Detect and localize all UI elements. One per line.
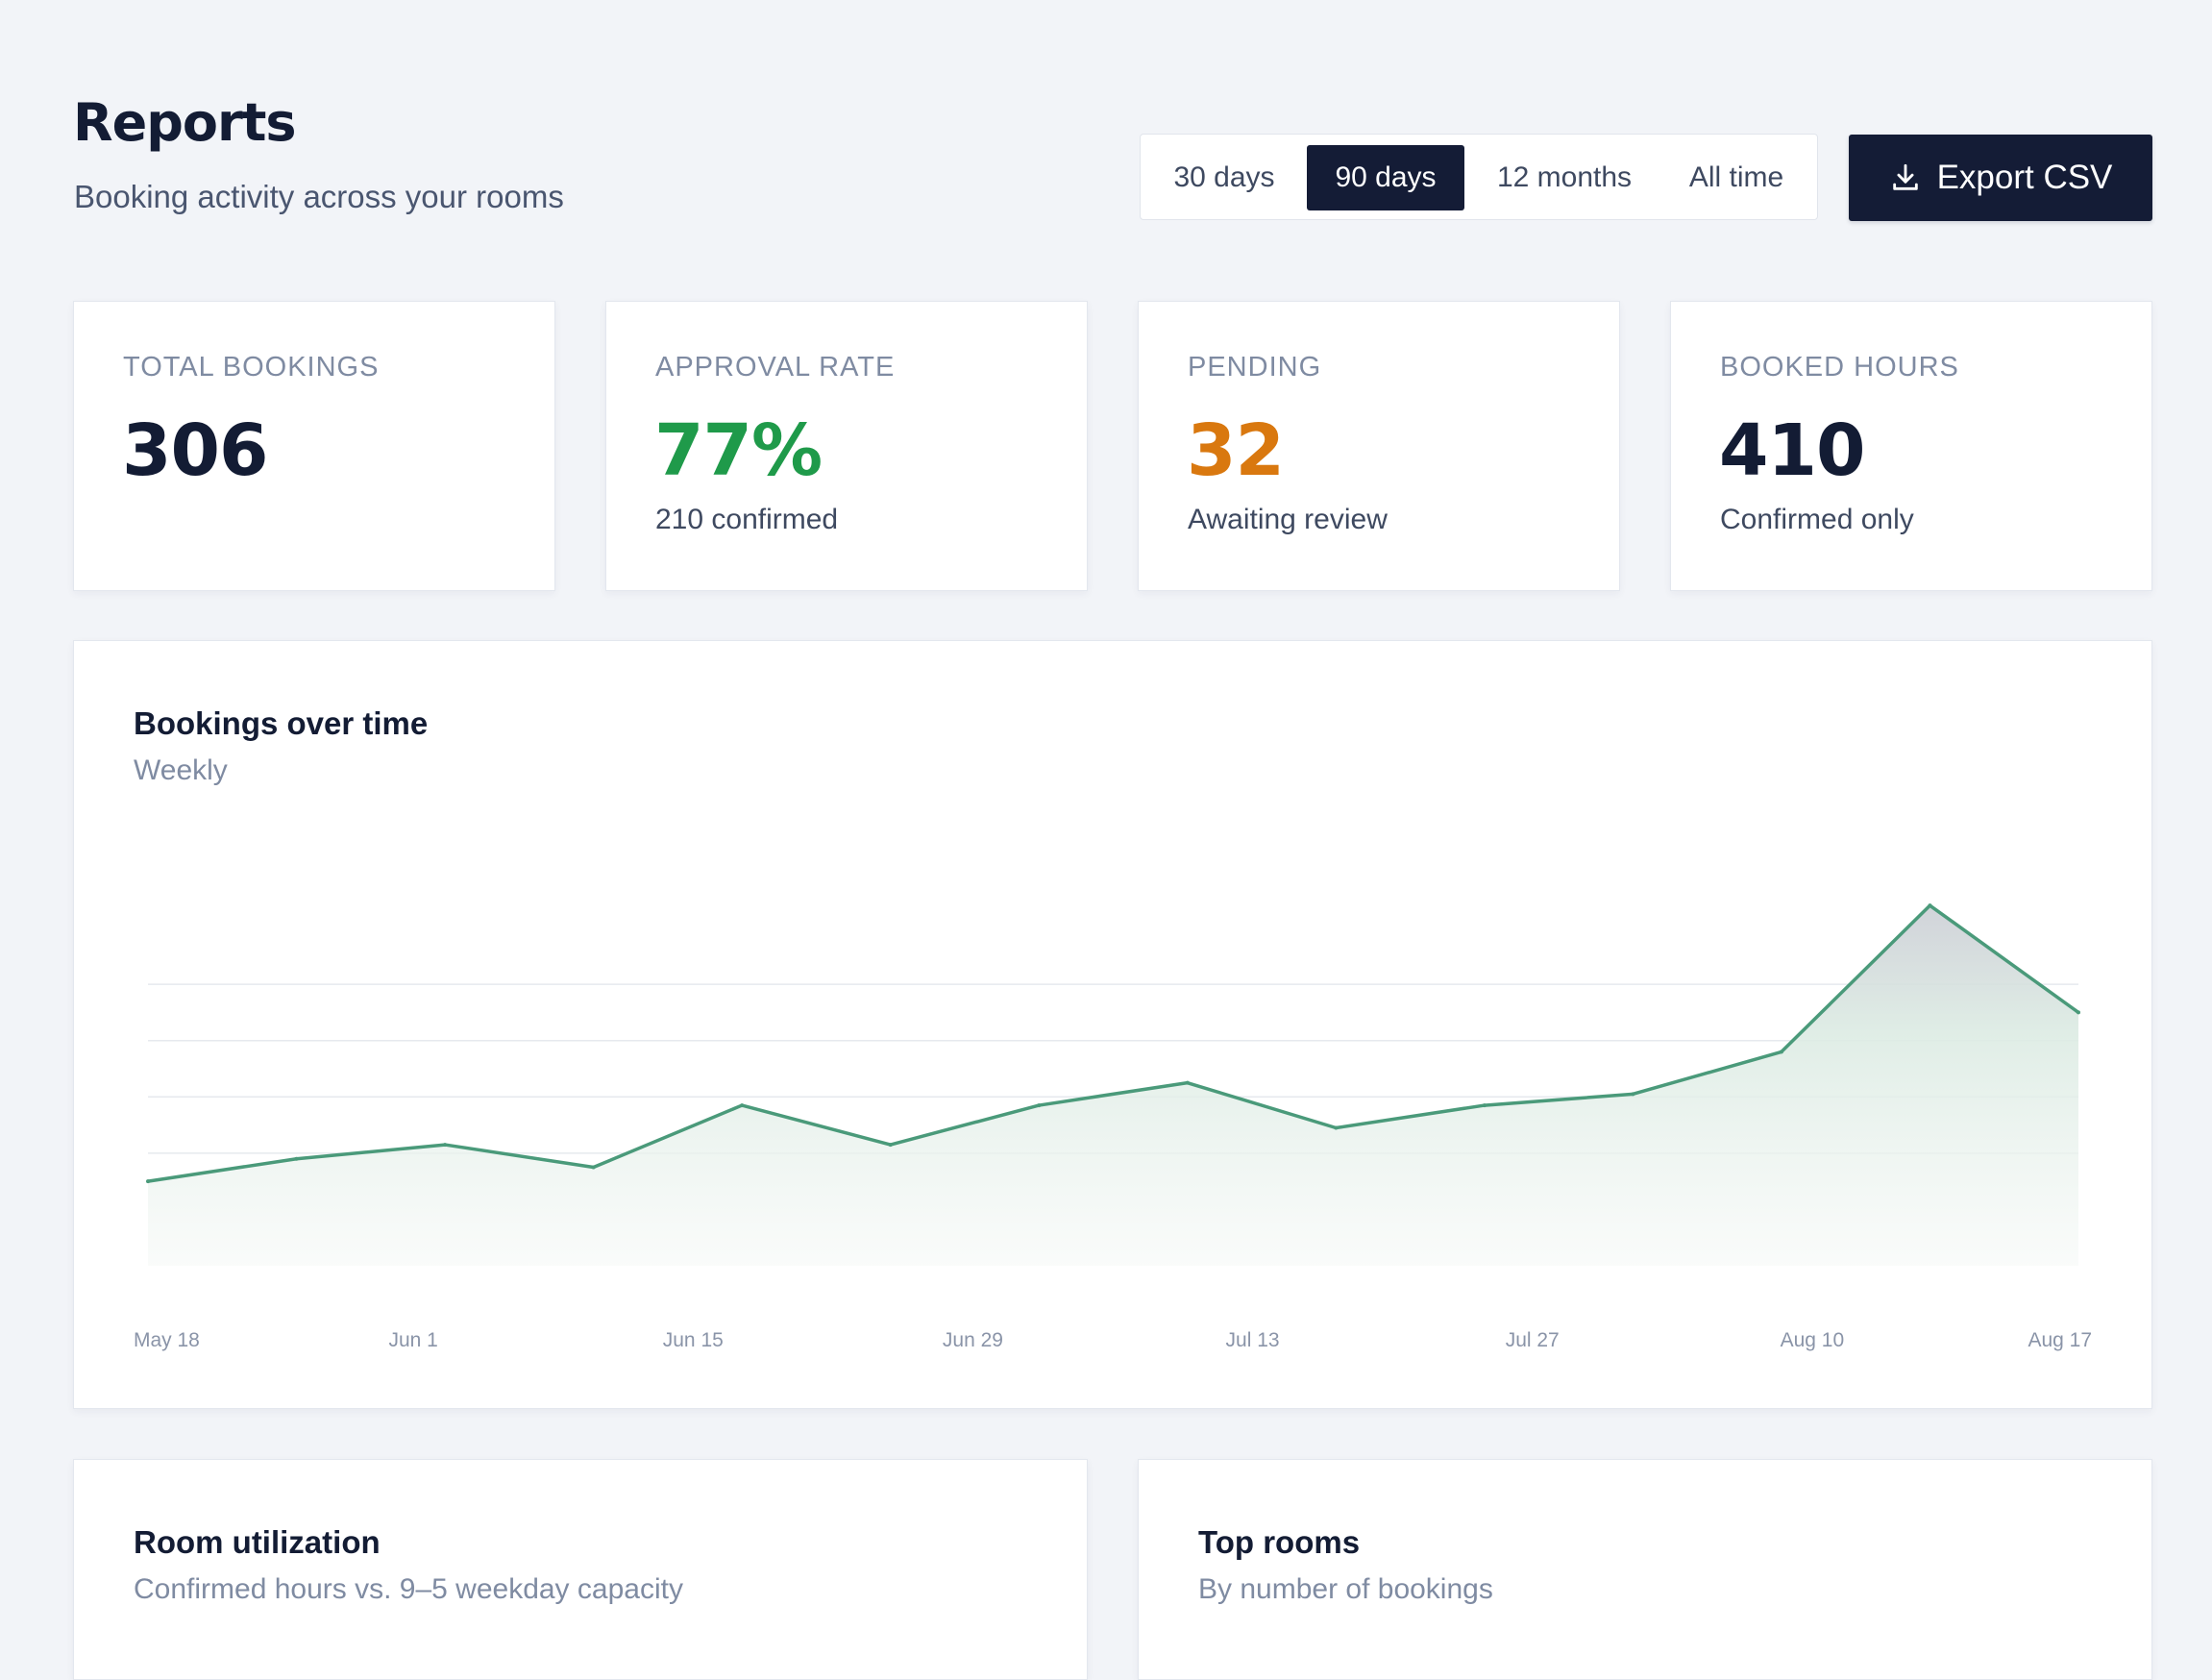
- date-range-selector: 30 days 90 days 12 months All time: [1140, 134, 1818, 220]
- range-90-days-button[interactable]: 90 days: [1307, 145, 1464, 210]
- x-axis-tick-label: Jun 15: [663, 1329, 724, 1351]
- stat-note: Awaiting review: [1188, 504, 1388, 535]
- chart-data-point: [1631, 1092, 1635, 1097]
- export-csv-button[interactable]: Export CSV: [1849, 135, 2152, 221]
- stat-label: TOTAL BOOKINGS: [123, 352, 380, 383]
- export-csv-label: Export CSV: [1936, 159, 2113, 196]
- stat-card-total-bookings: TOTAL BOOKINGS 306: [73, 301, 555, 591]
- stat-note: 210 confirmed: [655, 504, 839, 535]
- chart-data-point: [1779, 1050, 1783, 1054]
- chart-title: Bookings over time: [134, 705, 429, 741]
- top-rooms-card: Top rooms By number of bookings: [1138, 1459, 2152, 1680]
- stat-card-booked-hours: BOOKED HOURS 410 Confirmed only: [1670, 301, 2152, 591]
- chart-series-line: [147, 903, 2080, 1183]
- stat-label: APPROVAL RATE: [655, 352, 896, 383]
- page-title: Reports: [73, 92, 297, 153]
- x-axis-tick-label: Aug 17: [2028, 1329, 2092, 1351]
- chart-data-point: [1334, 1125, 1339, 1130]
- bookings-chart: May 18 Jun 1 Jun 15 Jun 29 Jul 13 Jul 27 Aug 1…: [134, 903, 2092, 1351]
- chart-area-fill: [148, 905, 2078, 1266]
- chart-data-point: [443, 1143, 448, 1148]
- chart-data-point: [888, 1143, 893, 1148]
- stat-note: Confirmed only: [1720, 504, 1914, 535]
- stat-value: 32: [1187, 409, 1285, 492]
- x-axis-tick-label: Jun 29: [943, 1329, 1003, 1351]
- page-subtitle: Booking activity across your rooms: [74, 179, 564, 214]
- x-axis-tick-label: Aug 10: [1781, 1329, 1845, 1351]
- top-rooms-title: Top rooms: [1198, 1524, 1361, 1560]
- x-axis-tick-label: May 18: [134, 1329, 200, 1351]
- stat-value: 77%: [654, 409, 823, 492]
- stat-label: BOOKED HOURS: [1720, 352, 1959, 383]
- x-axis-tick-label: Jun 1: [388, 1329, 437, 1351]
- stat-value: 410: [1719, 409, 1865, 492]
- download-icon: [1892, 163, 1918, 190]
- room-utilization-subtitle: Confirmed hours vs. 9–5 weekday capacity: [134, 1573, 683, 1605]
- top-rooms-subtitle: By number of bookings: [1198, 1573, 1493, 1605]
- stat-card-pending: PENDING 32 Awaiting review: [1138, 301, 1620, 591]
- chart-data-point: [294, 1156, 299, 1161]
- room-utilization-title: Room utilization: [134, 1524, 381, 1560]
- chart-data-point: [1037, 1103, 1042, 1108]
- bookings-chart-card: Bookings over time Weekly May 18 Jun 1 Jun…: [73, 640, 2152, 1409]
- stat-value: 306: [122, 409, 268, 492]
- chart-data-point: [1482, 1103, 1487, 1108]
- room-utilization-card: Room utilization Confirmed hours vs. 9–5…: [73, 1459, 1088, 1680]
- range-all-time-button[interactable]: All time: [1688, 161, 1784, 193]
- chart-data-point: [146, 1179, 150, 1184]
- chart-data-point: [591, 1165, 596, 1170]
- chart-data-point: [740, 1103, 745, 1108]
- chart-data-point: [1185, 1080, 1190, 1085]
- x-axis-tick-label: Jul 27: [1506, 1329, 1560, 1351]
- x-axis-tick-label: Jul 13: [1226, 1329, 1280, 1351]
- range-12-months-button[interactable]: 12 months: [1496, 161, 1633, 193]
- stat-label: PENDING: [1188, 352, 1322, 383]
- chart-data-point: [1928, 903, 1932, 908]
- chart-data-point: [2077, 1010, 2080, 1015]
- range-30-days-button[interactable]: 30 days: [1173, 161, 1275, 193]
- chart-subtitle: Weekly: [134, 754, 228, 786]
- stat-card-approval-rate: APPROVAL RATE 77% 210 confirmed: [605, 301, 1088, 591]
